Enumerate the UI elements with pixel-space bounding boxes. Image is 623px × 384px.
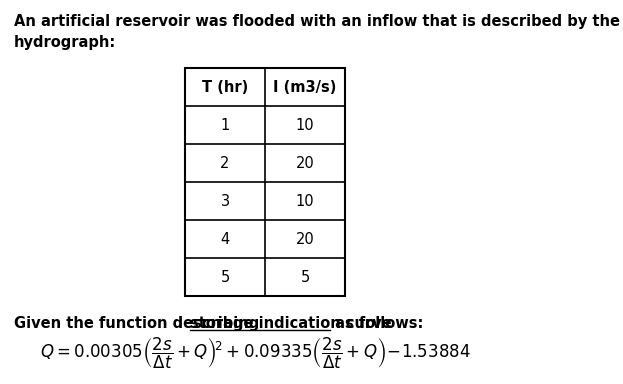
Text: I (m3/s): I (m3/s) xyxy=(273,79,336,94)
Text: storage indication curve: storage indication curve xyxy=(189,316,391,331)
Text: as follows:: as follows: xyxy=(330,316,423,331)
Text: 3: 3 xyxy=(221,194,229,209)
Text: Given the function describing: Given the function describing xyxy=(14,316,264,331)
Text: 5: 5 xyxy=(221,270,230,285)
Text: 20: 20 xyxy=(296,156,315,170)
Text: hydrograph:: hydrograph: xyxy=(14,35,117,50)
Text: 1: 1 xyxy=(221,118,230,132)
Text: 5: 5 xyxy=(300,270,310,285)
Text: T (hr): T (hr) xyxy=(202,79,248,94)
Text: 4: 4 xyxy=(221,232,230,247)
Text: 2: 2 xyxy=(221,156,230,170)
Text: An artificial reservoir was flooded with an inflow that is described by the foll: An artificial reservoir was flooded with… xyxy=(14,14,623,29)
Text: 10: 10 xyxy=(296,194,315,209)
Text: 10: 10 xyxy=(296,118,315,132)
Text: $Q= 0.00305\left(\dfrac{2s}{\Delta t}+Q\right)^{\!2}+0.09335\left(\dfrac{2s}{\De: $Q= 0.00305\left(\dfrac{2s}{\Delta t}+Q\… xyxy=(40,336,471,371)
Text: 20: 20 xyxy=(296,232,315,247)
Bar xyxy=(185,68,345,296)
